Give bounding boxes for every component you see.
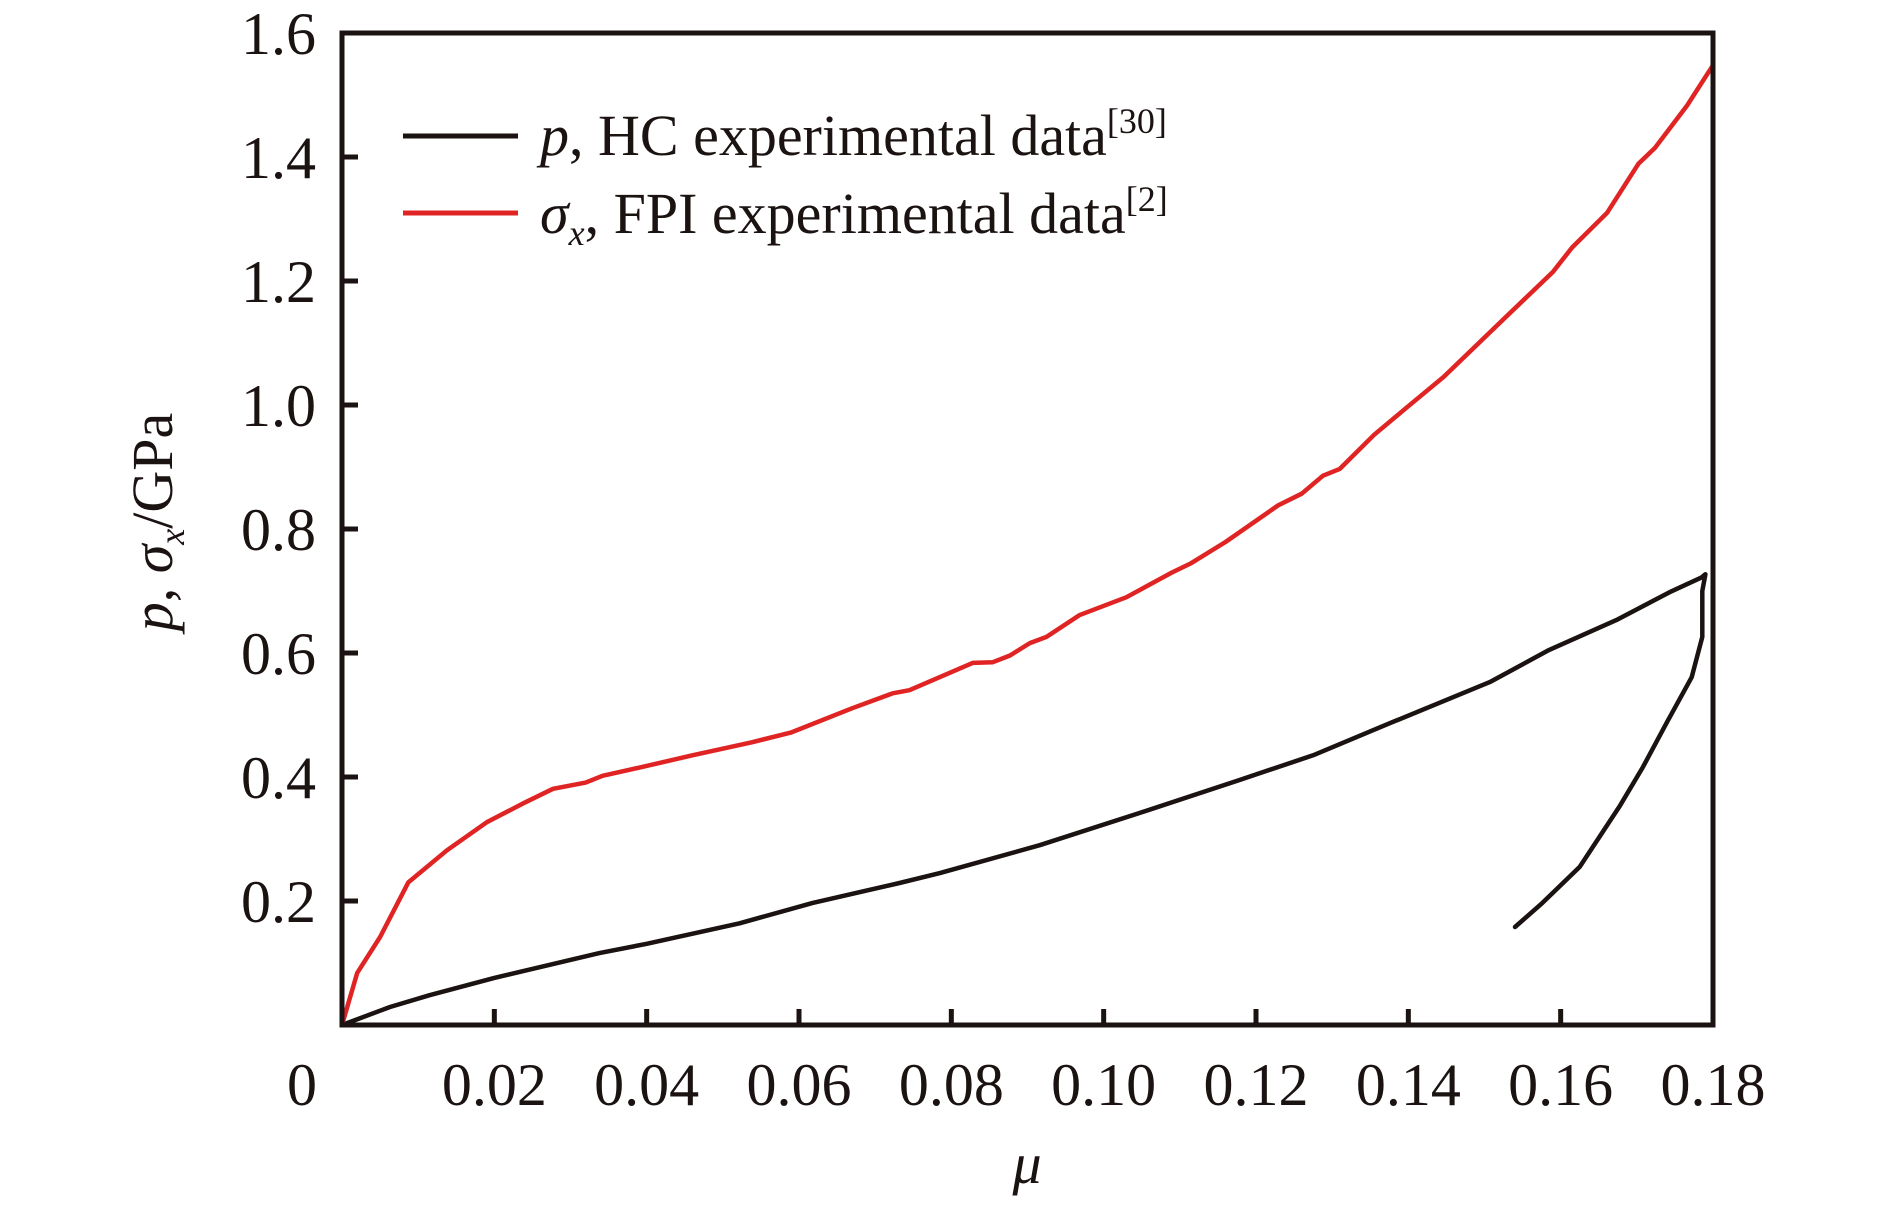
x-tick-label: 0.18 bbox=[1661, 1052, 1766, 1118]
legend-symbol-p: p bbox=[536, 103, 569, 168]
x-axis-ticks: 0 0.02 0.04 0.06 0.08 0.10 0.12 0.14 0.16 0.18 bbox=[287, 1009, 1766, 1118]
x-tick-label: 0.12 bbox=[1204, 1052, 1309, 1118]
plot-series bbox=[339, 62, 1716, 1028]
legend-text-sigma: , FPI experimental data bbox=[585, 181, 1126, 246]
y-tick-label: 0.2 bbox=[241, 869, 316, 935]
legend-symbol-sigma: σ bbox=[540, 181, 571, 246]
series-line-1 bbox=[339, 62, 1716, 1028]
x-tick-label: 0.10 bbox=[1051, 1052, 1156, 1118]
legend-label-p: p, HC experimental data[30] bbox=[536, 101, 1167, 168]
y-tick-label: 1.2 bbox=[241, 249, 316, 315]
legend-text-p: , HC experimental data bbox=[569, 103, 1107, 168]
y-title-sub-x: x bbox=[152, 529, 192, 546]
series-line-0 bbox=[339, 572, 1708, 1028]
x-axis-title: μ bbox=[1011, 1131, 1041, 1196]
legend-ref-p: [30] bbox=[1107, 101, 1167, 141]
y-tick-label: 0.6 bbox=[241, 621, 316, 687]
legend-label-sigma: σx, FPI experimental data[2] bbox=[540, 179, 1168, 253]
x-tick-label: 0.04 bbox=[594, 1052, 699, 1118]
y-tick-label: 1.0 bbox=[241, 373, 316, 439]
y-tick-label: 1.6 bbox=[241, 1, 316, 67]
x-tick-label: 0.14 bbox=[1356, 1052, 1461, 1118]
legend: p, HC experimental data[30] σx, FPI expe… bbox=[403, 101, 1168, 253]
y-title-unit: /GPa bbox=[120, 413, 185, 529]
x-tick-label: 0 bbox=[287, 1052, 317, 1118]
y-title-p: p bbox=[120, 602, 185, 635]
x-tick-label: 0.02 bbox=[442, 1052, 547, 1118]
y-axis-title: p, σx/GPa bbox=[120, 413, 192, 636]
x-tick-label: 0.08 bbox=[899, 1052, 1004, 1118]
y-tick-label: 0.8 bbox=[241, 497, 316, 563]
x-tick-label: 0.06 bbox=[747, 1052, 852, 1118]
y-tick-label: 0.4 bbox=[241, 745, 316, 811]
legend-ref-sigma: [2] bbox=[1126, 179, 1168, 219]
y-axis-ticks: 0.2 0.4 0.6 0.8 1.0 1.2 1.4 1.6 bbox=[241, 1, 358, 935]
legend-sub-sigma: x bbox=[568, 213, 585, 253]
y-tick-label: 1.4 bbox=[241, 125, 316, 191]
y-title-sigma: σ bbox=[120, 542, 185, 573]
y-title-comma: , bbox=[120, 573, 185, 602]
x-tick-label: 0.16 bbox=[1508, 1052, 1613, 1118]
